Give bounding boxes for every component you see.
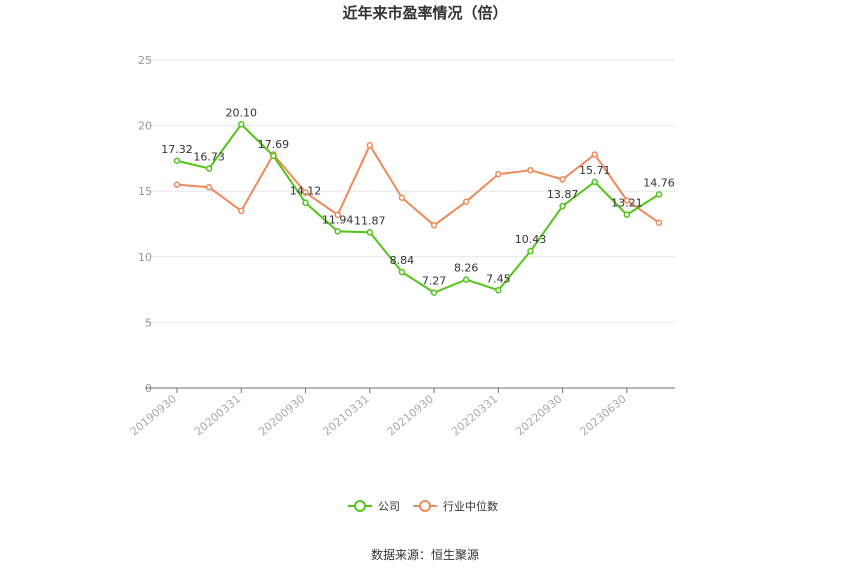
source-note: 数据来源：恒生聚源 — [370, 548, 479, 562]
series-point-0 — [623, 211, 631, 218]
legend-label: 公司 — [378, 500, 400, 513]
series-point-1 — [398, 194, 406, 202]
series-point-1 — [205, 184, 213, 191]
data-label: 8.84 — [390, 254, 415, 267]
series-point-1 — [430, 222, 438, 229]
data-label: 7.45 — [486, 272, 511, 285]
y-tick-label: 5 — [145, 316, 152, 329]
x-tick-label: 20220930 — [513, 392, 564, 438]
legend-item-1[interactable]: 行业中位数 — [413, 499, 498, 513]
x-tick-label: 20230630 — [578, 392, 629, 438]
legend[interactable]: 公司 行业中位数 — [348, 499, 498, 513]
legend-label: 行业中位数 — [443, 499, 498, 513]
series-point-1 — [238, 207, 245, 215]
data-label: 7.27 — [422, 275, 447, 288]
series-point-0 — [559, 202, 566, 210]
series-point-0 — [462, 276, 470, 283]
x-tick-label: 20210930 — [385, 392, 436, 438]
series-layer — [173, 121, 663, 296]
series-point-0 — [591, 178, 598, 186]
series-point-0 — [398, 268, 406, 276]
series-line-0 — [176, 122, 660, 294]
data-label: 20.10 — [226, 106, 258, 119]
y-tick-label: 20 — [138, 120, 152, 133]
series-point-1 — [591, 151, 598, 158]
data-label: 14.76 — [643, 176, 675, 189]
legend-item-0[interactable]: 公司 — [348, 500, 400, 513]
series-point-1 — [655, 219, 663, 226]
data-label: 16.73 — [193, 151, 225, 164]
series-point-0 — [495, 287, 502, 294]
series-point-1 — [527, 166, 534, 174]
x-tick-label: 20210331 — [320, 392, 371, 438]
series-point-0 — [238, 121, 245, 128]
y-tick-label: 10 — [138, 251, 152, 264]
data-label: 13.87 — [547, 188, 579, 201]
x-tick-label: 20200331 — [192, 392, 243, 438]
series-point-0 — [205, 165, 213, 172]
data-label: 8.26 — [454, 262, 479, 275]
series-point-0 — [173, 157, 181, 165]
grid-layer — [145, 59, 675, 323]
series-point-1 — [559, 176, 566, 183]
series-point-0 — [302, 199, 309, 206]
data-label: 17.32 — [161, 143, 193, 156]
legend-marker — [354, 500, 366, 512]
series-point-0 — [270, 152, 277, 160]
series-point-1 — [623, 197, 631, 204]
series-point-1 — [462, 198, 470, 205]
legend-marker — [419, 500, 431, 512]
data-label: 17.69 — [258, 138, 290, 151]
data-label: 14.12 — [290, 185, 322, 198]
data-label: 11.87 — [354, 214, 386, 227]
series-point-1 — [302, 189, 309, 196]
chart-title: 近年来市盈率情况（倍） — [342, 4, 508, 22]
series-point-0 — [527, 247, 534, 255]
series-point-0 — [334, 228, 341, 235]
series-point-1 — [366, 142, 374, 149]
data-label: 15.71 — [579, 164, 611, 177]
x-tick-label: 20220331 — [449, 392, 500, 438]
data-label: 11.94 — [322, 213, 354, 226]
series-point-0 — [655, 191, 663, 198]
x-tick-label: 20200930 — [256, 392, 307, 438]
data-label: 10.43 — [515, 233, 547, 246]
axis-layer: 0510152025201909302020033120200930202103… — [128, 54, 675, 438]
series-line-1 — [176, 143, 660, 227]
y-tick-label: 25 — [138, 54, 152, 67]
series-point-0 — [430, 289, 438, 296]
y-tick-label: 15 — [138, 185, 152, 198]
series-point-0 — [366, 229, 374, 236]
series-point-1 — [495, 170, 502, 178]
series-point-1 — [334, 211, 341, 219]
series-point-1 — [173, 181, 181, 188]
x-tick-label: 20190930 — [128, 392, 179, 438]
data-label: 13.21 — [611, 197, 643, 210]
